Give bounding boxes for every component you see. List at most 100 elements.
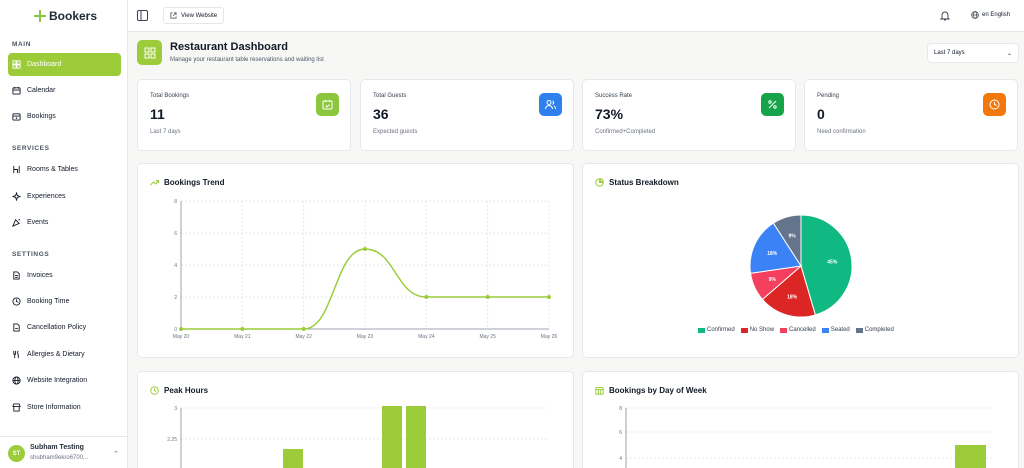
y-tick-label: 4	[174, 263, 177, 269]
sidebar-item-label: Invoices	[27, 272, 53, 279]
sidebar-item-label: Events	[27, 219, 49, 226]
panel-title: Peak Hours	[150, 386, 208, 395]
date-range-select[interactable]: Last 7 days ⌄	[927, 43, 1019, 63]
status-breakdown-panel: Status Breakdown 45% 18% 9% 18% 9% Confirmed…	[582, 163, 1019, 358]
stat-value: 36	[373, 106, 389, 122]
legend-item: Confirmed	[698, 327, 735, 333]
sidebar-item-label: Booking Time	[27, 298, 70, 305]
sidebar-item-booking-time[interactable]: Booking Time	[8, 290, 121, 313]
day-of-week-panel: Bookings by Day of Week 8 6 4	[582, 371, 1019, 468]
sidebar-item-invoices[interactable]: Invoices	[8, 264, 121, 287]
pie-chart-icon	[595, 178, 604, 187]
legend-swatch	[740, 327, 748, 333]
bar	[955, 445, 986, 468]
y-tick-label: 0	[174, 327, 177, 333]
data-point	[485, 295, 490, 299]
sidebar: Bookers MAIN Dashboard Calendar Bookings…	[0, 0, 128, 468]
language-selector[interactable]: en English	[971, 11, 1010, 19]
sidebar-item-experiences[interactable]: Experiences	[8, 185, 121, 208]
clock-icon	[12, 297, 21, 306]
legend-swatch	[780, 327, 788, 333]
calendar-grid-icon	[595, 387, 604, 395]
sidebar-item-label: Allergies & Dietary	[27, 351, 85, 358]
chevron-down-icon: ⌄	[1006, 50, 1012, 57]
store-icon	[12, 403, 21, 412]
bell-icon[interactable]	[940, 10, 950, 21]
sidebar-item-dashboard[interactable]: Dashboard	[8, 53, 121, 76]
sidebar-item-cancellation-policy[interactable]: Cancellation Policy	[8, 316, 121, 339]
legend-label: Confirmed	[707, 327, 735, 333]
slice-label: 9%	[788, 234, 796, 240]
chevron-up-icon: ⌃	[113, 451, 119, 458]
pie-legend: Confirmed No Show Cancelled Seated Completed	[698, 327, 894, 333]
x-tick-label: May 23	[357, 334, 374, 340]
brand-name: Bookers	[49, 9, 98, 23]
bar	[382, 406, 402, 468]
stat-note: Confirmed+Completed	[595, 129, 656, 135]
panel-title: Bookings Trend	[150, 178, 224, 187]
data-point	[363, 247, 367, 251]
stat-value: 0	[817, 106, 825, 122]
legend-label: Seated	[830, 327, 850, 333]
language-label: en English	[982, 12, 1011, 18]
panel-title-text: Peak Hours	[164, 386, 209, 395]
sidebar-item-events[interactable]: Events	[8, 211, 121, 234]
user-name: Subham Testing	[30, 444, 84, 451]
data-point	[547, 295, 551, 299]
brand-logo[interactable]: Bookers	[34, 9, 97, 23]
stat-card-total-bookings: Total Bookings 11 Last 7 days	[137, 79, 351, 151]
dashboard-header-icon	[137, 40, 162, 65]
sidebar-item-label: Website Integration	[27, 377, 88, 384]
sidebar-toggle-icon[interactable]	[137, 10, 148, 21]
stat-card-pending: Pending 0 Need confirmation	[804, 79, 1018, 151]
user-email: shubham9ekro6700...	[30, 455, 89, 461]
y-tick-label: 8	[619, 406, 622, 412]
dashboard-icon	[12, 60, 21, 69]
users-icon	[539, 93, 562, 116]
status-pie-chart: 45% 18% 9% 18% 9%	[749, 214, 853, 318]
slice-label: 18%	[767, 251, 778, 257]
data-point	[240, 327, 245, 331]
legend-item: No Show	[740, 327, 774, 333]
stat-label: Total Guests	[373, 93, 407, 99]
topbar: View Website en English	[128, 0, 1024, 32]
stat-card-success-rate: Success Rate 73% Confirmed+Completed	[582, 79, 796, 151]
page-subtitle: Manage your restaurant table reservation…	[170, 57, 324, 63]
clock-icon	[983, 93, 1006, 116]
sidebar-item-label: Rooms & Tables	[27, 166, 78, 173]
y-tick-label: 8	[174, 199, 177, 205]
view-website-button[interactable]: View Website	[163, 7, 225, 24]
sidebar-item-bookings[interactable]: Bookings	[8, 105, 121, 128]
legend-swatch	[855, 327, 863, 333]
panel-title: Status Breakdown	[595, 178, 679, 187]
day-of-week-chart: 8 6 4	[619, 406, 994, 468]
slice-label: 9%	[769, 277, 777, 283]
sidebar-item-store-information[interactable]: Store Information	[8, 396, 121, 419]
panel-title: Bookings by Day of Week	[595, 386, 707, 395]
rooms-icon	[13, 165, 20, 174]
globe-icon	[12, 376, 21, 385]
avatar: ST	[8, 445, 25, 462]
external-link-icon	[170, 12, 177, 19]
legend-label: Completed	[864, 327, 894, 333]
dietary-icon	[13, 350, 19, 359]
stat-card-total-guests: Total Guests 36 Expected guests	[360, 79, 574, 151]
stat-note: Need confirmation	[817, 129, 866, 135]
legend-item: Seated	[821, 327, 850, 333]
user-menu[interactable]: ST Subham Testing shubham9ekro6700... ⌃	[0, 436, 128, 468]
sidebar-item-label: Experiences	[27, 193, 66, 200]
x-tick-label: May 20	[173, 334, 190, 340]
sidebar-item-website-integration[interactable]: Website Integration	[8, 369, 121, 392]
slice-label: 18%	[787, 294, 798, 300]
sidebar-item-rooms-tables[interactable]: Rooms & Tables	[8, 158, 121, 181]
invoice-icon	[13, 271, 20, 280]
sidebar-item-allergies-dietary[interactable]: Allergies & Dietary	[8, 343, 121, 366]
peak-hours-panel: Peak Hours 3 2.25	[137, 371, 574, 468]
events-icon	[12, 219, 20, 227]
bookings-trend-panel: Bookings Trend 8 6 4 2 0 May 20 May 21 May 22 Ma…	[137, 163, 574, 358]
sidebar-item-calendar[interactable]: Calendar	[8, 79, 121, 102]
bookings-icon	[12, 113, 21, 121]
stat-value: 11	[150, 106, 165, 122]
data-point	[424, 295, 429, 299]
